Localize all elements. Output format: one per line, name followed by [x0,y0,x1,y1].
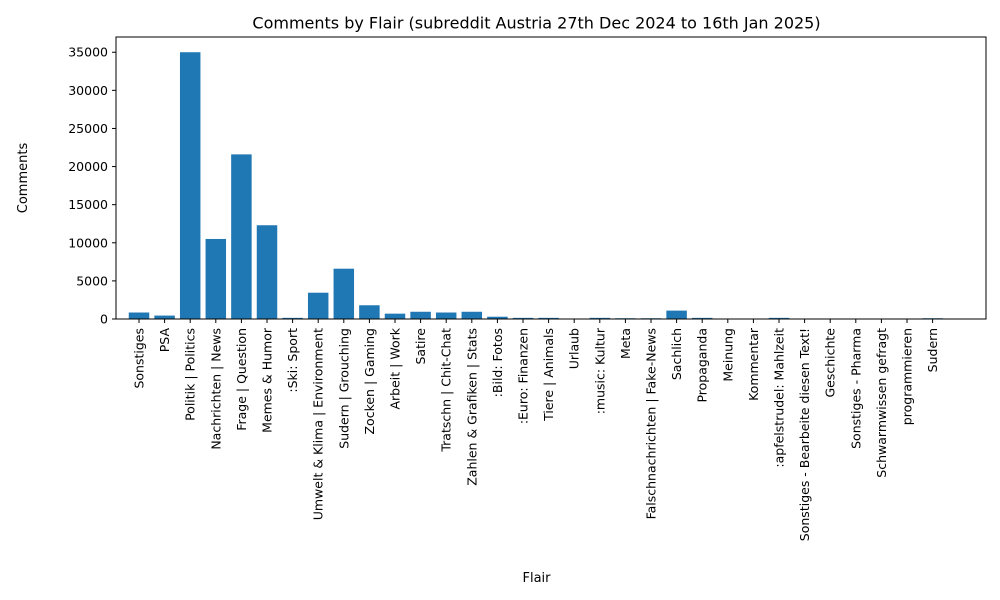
x-tick-label: Zahlen & Grafiken | Stats [464,328,479,486]
x-tick-label: Politik | Politics [183,328,198,421]
x-tick-label: Umwelt & Klima | Environment [311,328,326,520]
x-tick-label: Satire [413,328,428,365]
x-tick-label: Meinung [720,328,735,382]
y-tick-label: 30000 [68,83,108,98]
y-tick-label: 35000 [68,45,108,60]
x-tick-label: Frage | Question [234,328,249,431]
y-axis-label: Comments [16,143,31,214]
x-tick-label: Urlaub [567,328,582,369]
bar [128,312,150,319]
bar [768,317,790,319]
x-tick-label: Memes & Humor [260,327,275,433]
x-tick-label: PSA [157,328,172,353]
bar [333,268,355,319]
bar [487,316,508,319]
x-axis-label: Flair [522,571,551,586]
bar [410,311,431,319]
y-ticks-group: 0 5000 10000 15000 20000 25000 30000 35000 [68,45,116,327]
x-tick-label: Schwarmwissen gefragt [874,328,889,478]
x-tick-label: :Ski: Sport [285,328,300,393]
bar [359,305,380,319]
x-tick-label: Sonstiges [132,328,147,389]
x-tick-label: Tratschn | Chit-Chat [439,328,454,453]
x-tick-label: Meta [618,328,633,359]
bar [179,52,201,320]
bar [256,225,278,319]
y-tick-label: 0 [100,312,108,327]
bar [589,317,611,319]
bar [205,238,227,319]
x-tick-label: Sudern [925,328,940,372]
chart-title: Comments by Flair (subreddit Austria 27t… [252,14,820,33]
y-tick-label: 20000 [68,159,108,174]
bar [384,313,406,319]
bar [435,312,457,319]
x-tick-label: Zocken | Gaming [362,328,377,435]
x-tick-label: Propaganda [695,328,710,403]
y-tick-label: 15000 [68,197,108,212]
x-tick-label: :music: Kultur [592,327,607,414]
bar [231,154,252,319]
x-tick-label: :Bild: Fotos [490,328,505,397]
bars-group [128,52,943,320]
x-ticks-group: Sonstiges PSA Politik | Politics Nachrichte… [132,319,940,541]
x-tick-label: Sachlich [669,328,684,380]
bar [461,311,483,319]
x-tick-label: Nachrichten | News [208,328,223,450]
y-tick-label: 10000 [68,235,108,250]
bar [538,317,559,319]
y-tick-label: 25000 [68,121,108,136]
x-tick-label: :Euro: Finanzen [516,328,531,424]
bar [307,292,329,319]
x-tick-label: Sonstiges - Pharma [848,328,863,449]
bar [666,310,687,319]
x-tick-label: Arbeit | Work [388,327,403,409]
bar [512,317,534,319]
x-tick-label: programmieren [900,328,915,425]
y-tick-label: 5000 [76,273,108,288]
x-tick-label: Geschichte [823,328,838,398]
x-tick-label: Kommentar [746,327,761,401]
plot-frame [115,36,987,320]
bar [691,317,713,319]
x-tick-label: Tiere | Animals [541,328,556,422]
x-tick-label: Sudern | Grouching [336,328,351,449]
x-tick-label: Sonstiges - Bearbeite diesen Text! [797,328,812,541]
bar [154,315,175,319]
bar [282,317,303,319]
x-tick-label: :apfelstrudel: Mahlzeit [772,328,787,468]
x-tick-label: Falschnachrichten | Fake-News [644,328,659,519]
